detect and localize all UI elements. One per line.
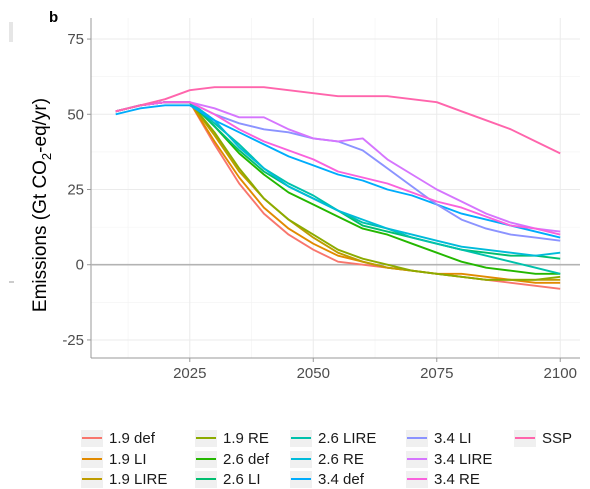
y-tick-label: 50 xyxy=(67,106,84,123)
series-lines xyxy=(115,86,561,290)
legend-label-2.6-def: 2.6 def xyxy=(223,451,270,468)
series-line-1.9-li xyxy=(115,101,561,284)
legend-label-3.4-lire: 3.4 LIRE xyxy=(434,451,492,468)
legend-label-1.9-def: 1.9 def xyxy=(109,430,156,447)
series-line-2.6-lire xyxy=(115,101,561,275)
legend-label-1.9-li: 1.9 LI xyxy=(109,451,147,468)
y-axis-title: Emissions (Gt CO2-eq/yr) xyxy=(30,98,54,312)
x-tick-labels: 2025 2050 2075 2100 xyxy=(173,358,577,382)
axes xyxy=(90,18,580,359)
legend-label-3.4-re: 3.4 RE xyxy=(434,471,480,488)
x-tick-label: 2050 xyxy=(297,365,330,382)
series-line-1.9-def xyxy=(115,101,561,290)
series-line-ssp xyxy=(115,86,561,155)
series-line-2.6-def xyxy=(115,101,561,275)
series-line-3.4-re xyxy=(115,101,561,236)
plot-area xyxy=(90,18,580,359)
legend-label-1.9-lire: 1.9 LIRE xyxy=(109,471,167,488)
y-tick-label: 0 xyxy=(76,257,84,274)
series-line-3.4-def xyxy=(115,104,561,239)
series-line-2.6-re xyxy=(115,101,561,257)
legend-label-2.6-re: 2.6 RE xyxy=(318,451,364,468)
grid xyxy=(91,18,580,358)
legend: 1.9 def 1.9 LI 1.9 LIRE 1.9 RE 2.6 def 2.6 LI… xyxy=(81,430,572,488)
legend-label-3.4-def: 3.4 def xyxy=(318,471,365,488)
y-axis-title-part: Emissions (Gt CO xyxy=(30,160,51,312)
x-tick-label: 2100 xyxy=(544,365,577,382)
y-tick-label: 25 xyxy=(67,182,84,199)
legend-label-2.6-li: 2.6 LI xyxy=(223,471,261,488)
y-tick-label: -25 xyxy=(62,332,84,349)
y-axis-title-subscript: 2 xyxy=(39,153,54,160)
legend-label-2.6-lire: 2.6 LIRE xyxy=(318,430,376,447)
series-line-2.6-li xyxy=(115,101,561,260)
y-tick-label: 75 xyxy=(67,31,84,48)
side-scrollbar-mark xyxy=(9,22,13,42)
legend-label-ssp: SSP xyxy=(542,430,572,447)
legend-label-3.4-li: 3.4 LI xyxy=(434,430,472,447)
panel-label: b xyxy=(49,9,58,26)
y-axis-title-part: -eq/yr) xyxy=(30,98,51,153)
x-tick-label: 2025 xyxy=(173,365,206,382)
y-tick-labels: -25 0 25 50 75 xyxy=(62,31,91,349)
x-tick-label: 2075 xyxy=(420,365,453,382)
series-line-3.4-lire xyxy=(115,101,561,233)
legend-label-1.9-re: 1.9 RE xyxy=(223,430,269,447)
